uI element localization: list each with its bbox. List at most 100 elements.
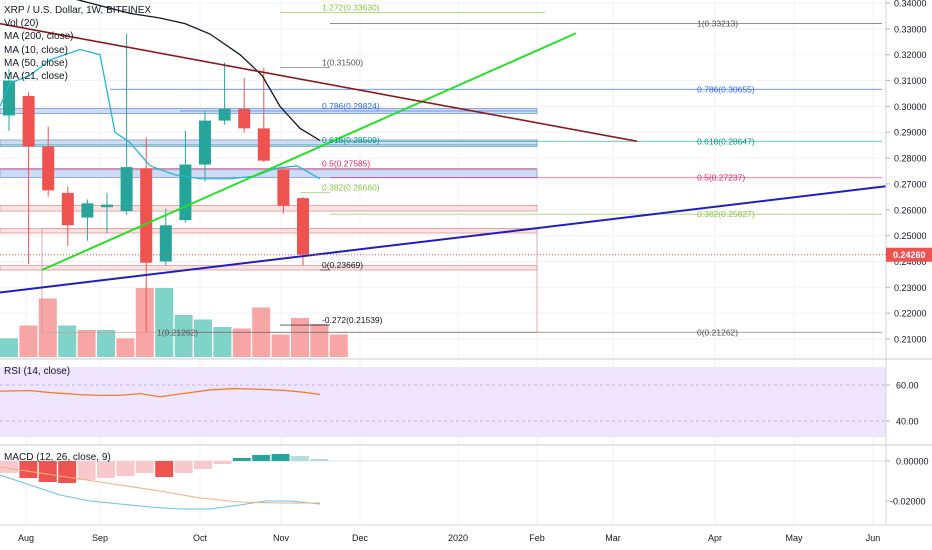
macd-title[interactable]: MACD (12, 26, close, 9) — [4, 452, 111, 463]
volume-bar — [116, 338, 135, 357]
fib-label: 0.382(0.25827) — [697, 209, 755, 219]
volume-bar — [155, 288, 174, 357]
macd-hist-bar — [0, 461, 18, 473]
rsi-tick-label: 60.00 — [896, 381, 919, 391]
candle-body — [159, 225, 172, 262]
candle-body — [120, 167, 133, 212]
price-tick-label: 0.31000 — [894, 76, 927, 86]
candle-body — [297, 198, 309, 255]
volume-bar — [271, 334, 290, 357]
price-tick-label: 0.23000 — [894, 283, 927, 293]
macd-hist-bar — [155, 461, 174, 477]
macd-hist-bar — [77, 461, 96, 480]
price-tick-label: 0.27000 — [894, 179, 927, 189]
trendline-blue — [0, 185, 887, 294]
candle-body — [257, 128, 270, 161]
macd-hist-bar — [38, 461, 57, 482]
volume-bar — [329, 334, 348, 357]
macd-hist-bar — [271, 454, 290, 461]
chart-legend: XRP / U.S. Dollar, 1W, BITFINEX Vol (20)… — [4, 4, 151, 83]
fib-label: -0.272(0.21539) — [322, 315, 383, 325]
fib-label: 0.618(0.28647) — [697, 136, 755, 146]
macd-hist-bar — [213, 461, 232, 464]
candle-body — [22, 96, 35, 147]
legend-ma21[interactable]: MA (21, close) — [4, 71, 68, 83]
candle-body — [81, 203, 94, 218]
trendline-green — [41, 32, 577, 271]
rsi-title[interactable]: RSI (14, close) — [4, 366, 71, 377]
fib-label: 0.786(0.29824) — [322, 101, 380, 111]
volume-bar — [19, 325, 38, 357]
moving-averages — [0, 0, 321, 180]
legend-vol[interactable]: Vol (20) — [4, 18, 39, 30]
ma-cyan-line — [0, 48, 321, 180]
volume-bar — [194, 319, 212, 357]
candle-body — [140, 168, 153, 263]
macd-line — [0, 474, 321, 510]
fib-label: 1(0.31500) — [322, 58, 363, 68]
price-tick-label: 0.28000 — [894, 154, 927, 164]
volume-bars — [0, 288, 348, 357]
fib-label: 0(0.21262) — [697, 327, 738, 337]
candle-body — [101, 204, 113, 208]
macd-hist-bar — [194, 461, 212, 469]
candle-body — [61, 192, 74, 226]
volume-bar — [174, 315, 193, 357]
macd-hist-bar — [174, 461, 193, 473]
rsi-band — [0, 367, 886, 437]
fib-zone — [0, 228, 538, 234]
time-tick-label: Mar — [605, 533, 621, 543]
macd-hist-bar — [232, 458, 251, 461]
signal-line — [0, 466, 320, 504]
fib-label: 0.5(0.27237) — [697, 173, 745, 183]
trendlines[interactable] — [0, 22, 887, 294]
volume-bar — [97, 330, 115, 357]
symbol-title[interactable]: XRP / U.S. Dollar, 1W, BITFINEX — [4, 5, 152, 16]
volume-bar — [310, 324, 329, 357]
macd-hist-bar — [19, 461, 38, 478]
fib-label: 0(0.23669) — [322, 260, 363, 270]
legend-ma50[interactable]: MA (50, close) — [4, 57, 68, 69]
macd-tick-label: 0.00000 — [896, 457, 929, 467]
time-tick-label: 2020 — [448, 533, 468, 543]
volume-bar — [77, 330, 96, 357]
fib-label: 1(0.33213) — [697, 18, 738, 28]
macd-hist-bar — [252, 455, 271, 461]
fib-label: 0.786(0.30655) — [697, 84, 755, 94]
candle-body — [42, 146, 55, 191]
price-tick-label: 0.24000 — [894, 257, 927, 267]
volume-bar — [135, 288, 154, 357]
candle-body — [3, 80, 15, 116]
legend-ma200[interactable]: MA (200, close) — [4, 31, 74, 43]
price-tick-label: 0.29000 — [894, 128, 927, 138]
fib-label: 1.272(0.33630) — [322, 3, 380, 13]
time-tick-label: Dec — [352, 533, 369, 543]
legend-ma10[interactable]: MA (10, close) — [4, 44, 68, 56]
grid — [0, 0, 886, 525]
volume-bar — [38, 298, 57, 357]
trendline-red — [0, 22, 638, 143]
volume-bar — [291, 318, 309, 357]
macd-hist-bar — [135, 461, 154, 473]
fib-label: 1(0.21262) — [157, 327, 198, 337]
macd-pane: 0.00000 -0.02000 — [0, 454, 929, 510]
price-tick-label: 0.32000 — [894, 50, 927, 60]
volume-bar — [0, 338, 18, 357]
rsi-tick-label: 40.00 — [896, 417, 919, 427]
fib-label: 0.618(0.28509) — [322, 135, 380, 145]
time-tick-label: May — [785, 533, 803, 543]
ma-black-line — [75, 0, 321, 142]
macd-hist-bar — [97, 461, 115, 478]
price-tick-label: 0.21000 — [894, 335, 927, 345]
candle-body — [199, 120, 211, 165]
candles[interactable] — [3, 33, 309, 333]
rsi-line — [0, 387, 321, 398]
volume-bar — [58, 325, 77, 357]
time-tick-label: Nov — [273, 533, 290, 543]
time-tick-label: Sep — [92, 533, 108, 543]
time-tick-label: Aug — [18, 533, 34, 543]
macd-hist-bar — [310, 459, 329, 461]
